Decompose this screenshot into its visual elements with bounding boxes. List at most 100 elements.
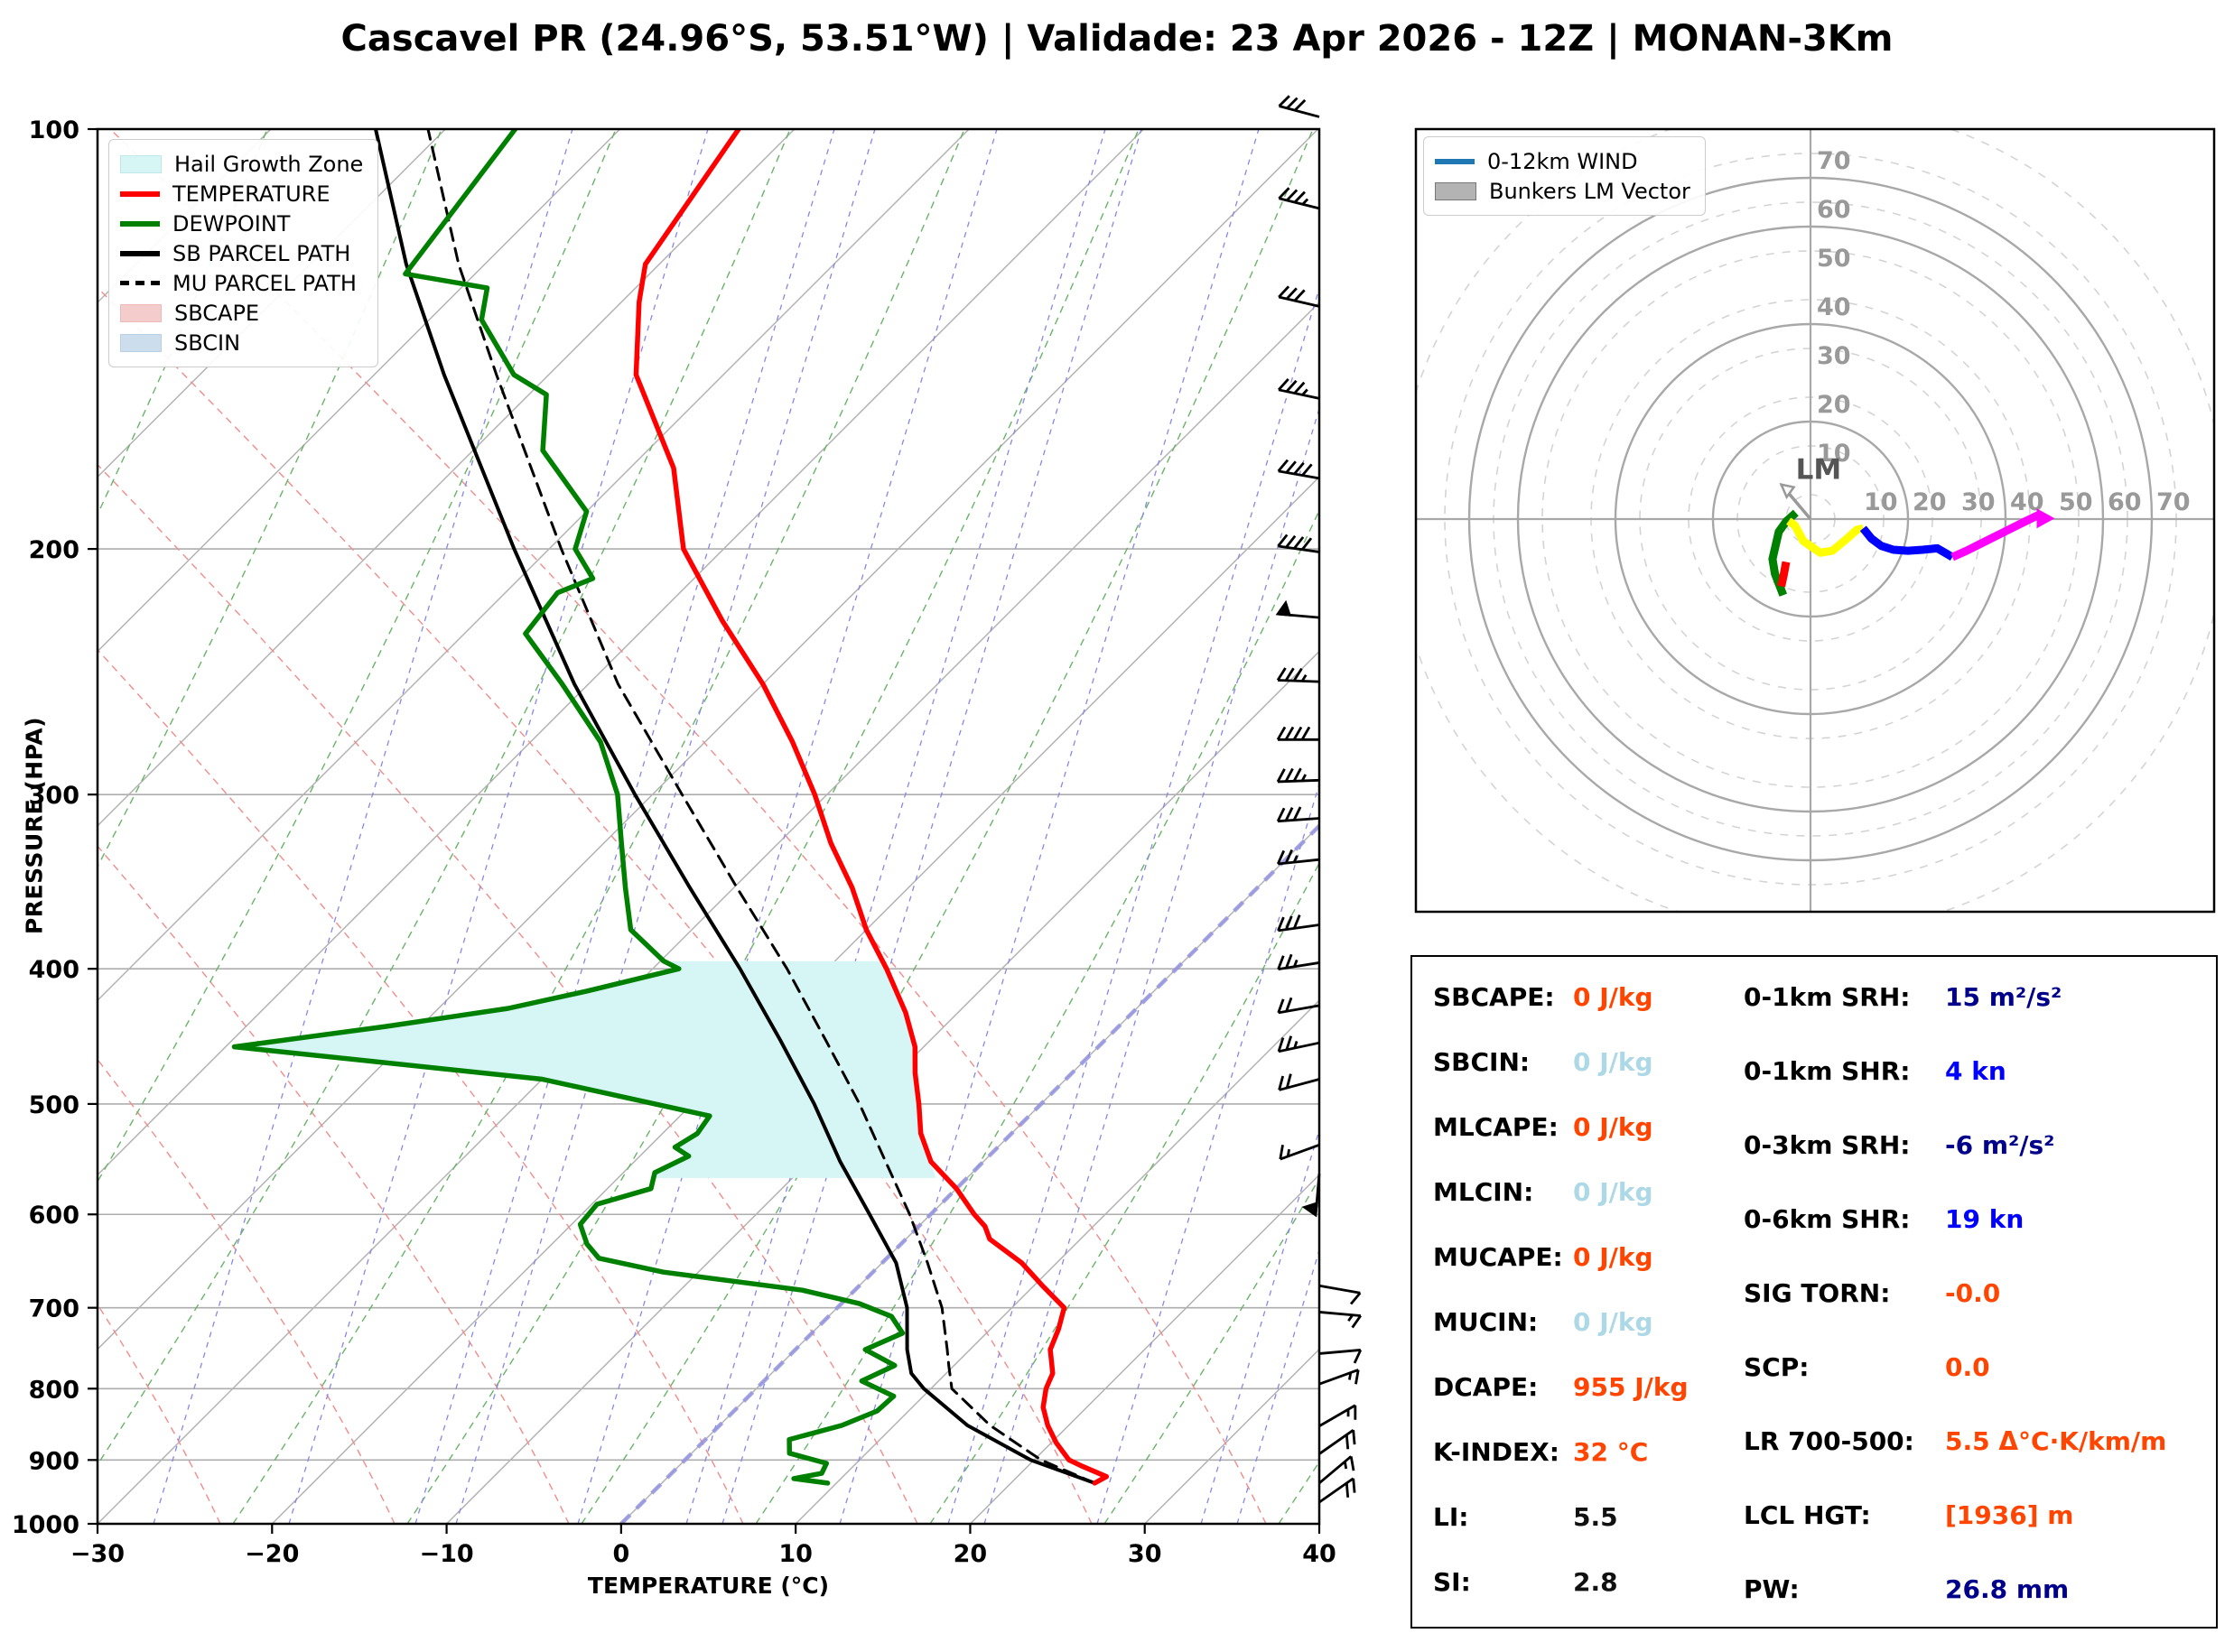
hodo-ring-label-right: 50	[2059, 488, 2093, 516]
barb-full	[1277, 955, 1285, 970]
legend-label: Bunkers LM Vector	[1489, 178, 1690, 204]
wind-barb-column	[1275, 95, 1363, 1504]
wind-barb	[1318, 1477, 1356, 1504]
barb-half	[1347, 1313, 1354, 1323]
wind-barb	[1276, 806, 1320, 823]
legend-label: TEMPERATURE	[172, 181, 330, 207]
hodo-ring-label-up: 60	[1817, 196, 1851, 224]
moist-adiabat-line	[98, 129, 791, 1466]
barb-full	[1279, 1145, 1284, 1160]
barb-full	[1354, 1369, 1360, 1385]
stat-row: 0-1km SRH: 15 m²/s²	[1744, 982, 2062, 1012]
temperature-tick-label: 10	[778, 1540, 813, 1568]
mixing-ratio-line	[947, 286, 1319, 1524]
wind-barb	[1276, 667, 1320, 683]
legend-item: SBCAPE	[120, 298, 363, 328]
stat-row: 0-3km SRH: -6 m²/s²	[1744, 1130, 2054, 1160]
stat-label: MLCAPE:	[1433, 1112, 1559, 1142]
hodo-ring-label-up: 50	[1817, 245, 1851, 273]
page-title: Cascavel PR (24.96°S, 53.51°W) | Validad…	[340, 18, 1894, 60]
stat-label: SBCIN:	[1433, 1047, 1531, 1077]
barb-full	[1345, 1434, 1350, 1450]
hodo-ring-label-up: 20	[1817, 391, 1851, 419]
barb-half	[1300, 673, 1308, 682]
stat-value: 955 J/kg	[1573, 1372, 1689, 1402]
stat-value: 15 m²/s²	[1945, 982, 2062, 1012]
stat-row: MLCIN: 0 J/kg	[1433, 1177, 1653, 1207]
stat-label: LR 700-500:	[1744, 1426, 1914, 1456]
moist-adiabat-line	[581, 129, 1314, 1524]
barb-full	[1277, 1037, 1285, 1053]
mixing-ratio-line	[1200, 1128, 1319, 1524]
stat-value: 0 J/kg	[1573, 1112, 1653, 1142]
legend-item: 0-12km WIND	[1435, 146, 1690, 176]
wind-barb	[1318, 1429, 1356, 1455]
stat-row: MUCIN: 0 J/kg	[1433, 1307, 1653, 1337]
barb-full	[1278, 285, 1290, 298]
barb-staff	[1318, 1349, 1361, 1355]
barb-full	[1285, 1035, 1293, 1051]
barb-full	[1293, 381, 1306, 394]
barb-staff	[1280, 1143, 1320, 1161]
barb-full	[1276, 667, 1287, 682]
stat-value: -0.0	[1945, 1278, 2001, 1308]
hodo-ring-label-right: 20	[1913, 488, 1947, 516]
legend-label: SB PARCEL PATH	[172, 240, 351, 266]
stat-row: 0-1km SHR: 4 kn	[1744, 1056, 2006, 1086]
barb-full	[1292, 914, 1301, 929]
wind-barb	[1279, 1143, 1320, 1161]
pressure-tick-label: 800	[29, 1376, 79, 1404]
stat-label: SCP:	[1744, 1352, 1810, 1382]
barb-full	[1286, 97, 1299, 109]
barb-staff	[1278, 1041, 1320, 1053]
mixing-ratio-line	[414, 129, 835, 1524]
stat-row: SIG TORN: -0.0	[1744, 1278, 2000, 1308]
wind-barb	[1277, 997, 1320, 1015]
barb-half	[1300, 774, 1308, 782]
hail-growth-zone-fill	[234, 961, 936, 1178]
barb-staff	[1318, 1311, 1361, 1317]
skewt-frame	[96, 127, 1321, 1526]
wind-barb	[1276, 849, 1320, 866]
legend-label: DEWPOINT	[172, 210, 291, 237]
stat-value: 0.0	[1945, 1352, 1990, 1382]
stat-value: 2.8	[1573, 1567, 1618, 1597]
barb-staff	[1318, 1284, 1361, 1295]
moist-adiabat-line	[232, 129, 965, 1524]
legend-label: SBCIN	[174, 329, 241, 356]
barb-staff	[1278, 295, 1320, 308]
stat-label: 0-6km SHR:	[1744, 1204, 1911, 1234]
pressure-tick-label: 1000	[12, 1511, 79, 1539]
hodo-trace-arrowhead	[2036, 508, 2055, 529]
stat-row: SBCAPE: 0 J/kg	[1433, 982, 1653, 1012]
barb-staff	[1278, 1004, 1320, 1015]
barb-full	[1285, 997, 1293, 1012]
hodo-trace-0-1km	[1768, 509, 1799, 597]
hodo-ring-label-up: 10	[1817, 440, 1851, 468]
barb-staff	[1279, 197, 1320, 210]
isotherm-line	[98, 129, 621, 653]
mixing-ratio-line	[153, 129, 573, 1524]
mixing-ratio-line	[455, 129, 876, 1524]
stat-row: SI: 2.8	[1433, 1567, 1618, 1597]
barb-full	[1277, 916, 1285, 932]
moist-adiabat-line	[406, 129, 1140, 1524]
legend-swatch-patch	[120, 154, 162, 173]
barb-full	[1300, 726, 1311, 741]
barb-half	[1301, 198, 1309, 206]
barb-pennant	[1275, 599, 1292, 617]
wind-barb	[1318, 1311, 1362, 1329]
legend-swatch-line	[120, 190, 160, 197]
moist-adiabat-line	[755, 508, 1319, 1524]
legend-swatch-patch	[120, 303, 162, 322]
dry-adiabat-line	[98, 463, 918, 1524]
wind-barb	[1278, 187, 1320, 210]
pressure-tick-label: 900	[29, 1447, 79, 1475]
stat-row: DCAPE: 955 J/kg	[1433, 1372, 1689, 1402]
barb-staff	[1318, 1429, 1354, 1455]
barb-full	[1276, 807, 1286, 822]
barb-full	[1277, 534, 1289, 547]
hodo-trace-3-6km	[1859, 525, 1955, 561]
stat-value: 5.5	[1573, 1502, 1618, 1532]
barb-full	[1293, 536, 1305, 550]
